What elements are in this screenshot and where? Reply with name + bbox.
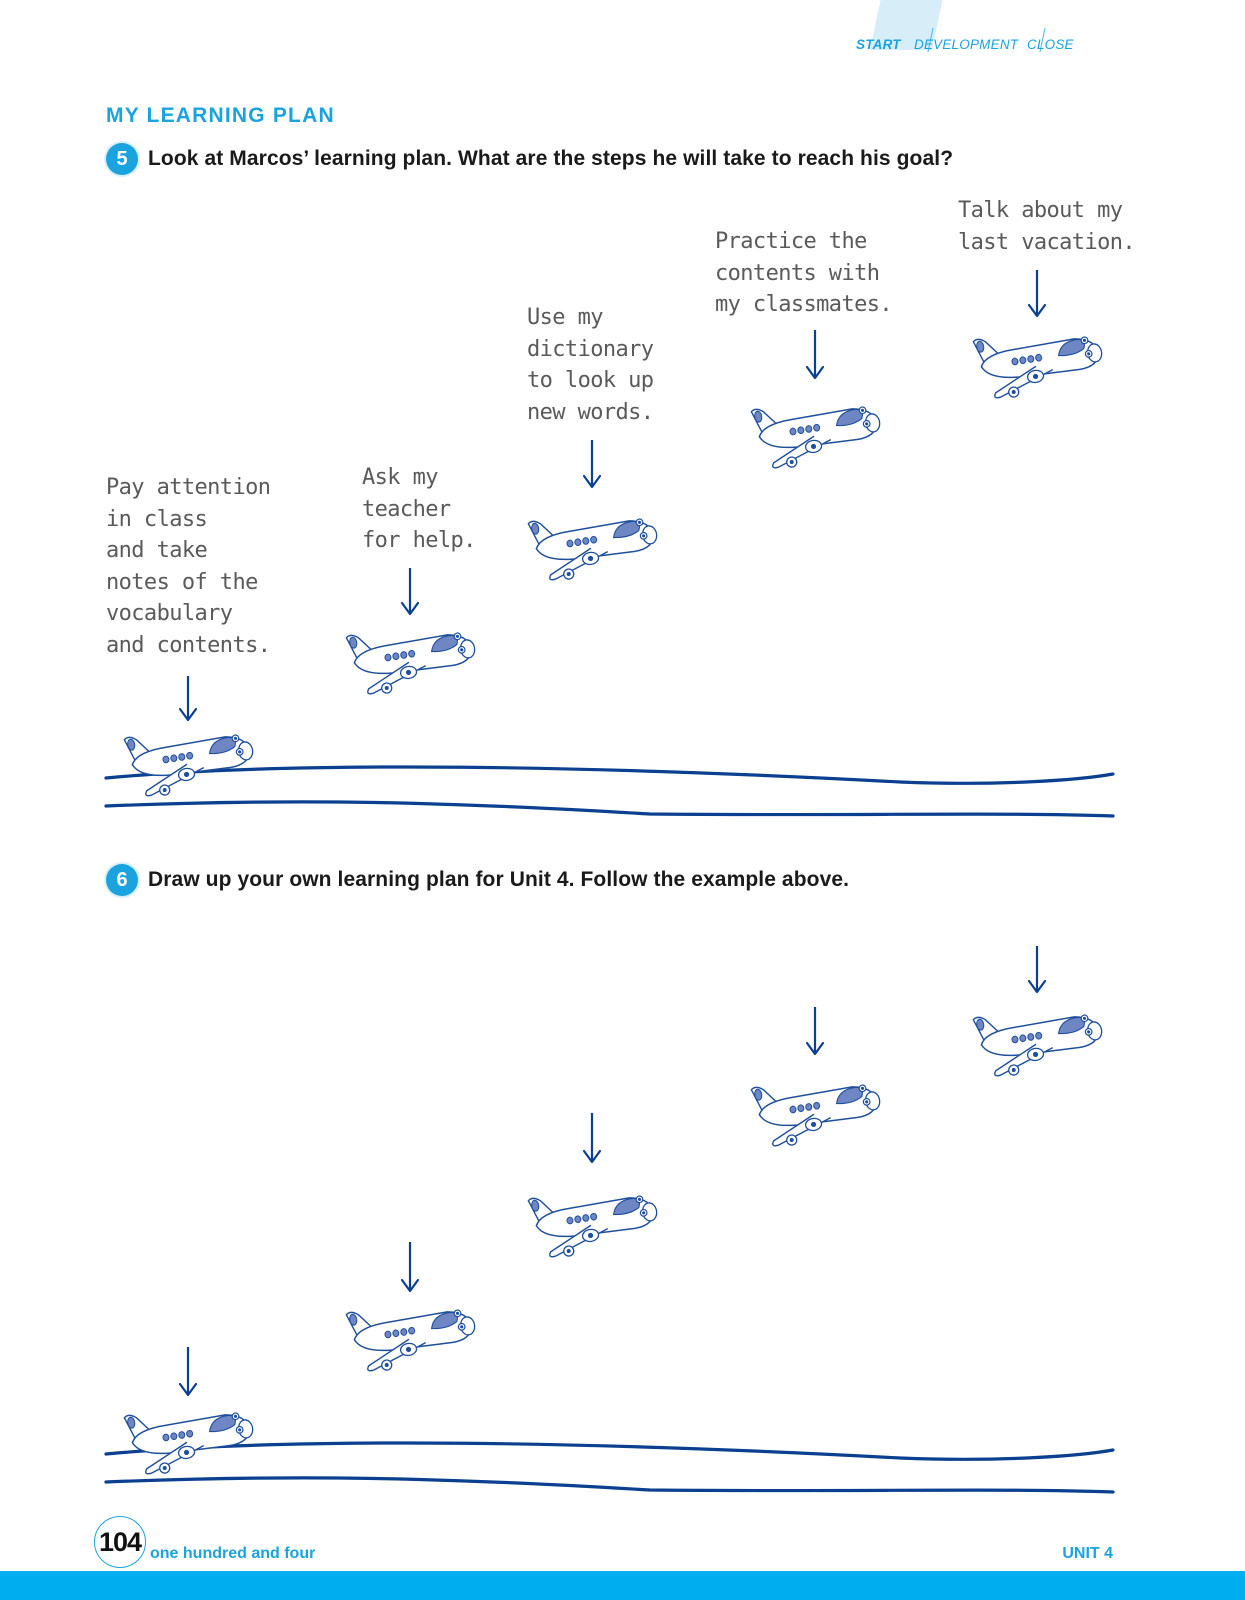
section-title: MY LEARNING PLAN	[106, 104, 335, 127]
tab-start: START	[856, 37, 901, 52]
down-arrow-icon	[1027, 270, 1047, 318]
exercise-6-prompt: Draw up your own learning plan for Unit …	[148, 868, 850, 891]
down-arrow-icon	[400, 568, 420, 616]
down-arrow-icon	[400, 1242, 420, 1293]
down-arrow-icon	[582, 440, 602, 489]
airplane-icon	[123, 734, 254, 797]
step-1-text: Pay attention in class and take notes of…	[106, 475, 271, 658]
airplane-icon	[972, 1014, 1103, 1077]
runway-line	[104, 1441, 1115, 1494]
airplane-icon	[345, 1309, 476, 1372]
runway-line	[104, 765, 1115, 818]
step-5-text: Talk about my last vacation.	[958, 198, 1136, 255]
down-arrow-icon	[178, 1347, 198, 1397]
page-number-words: one hundred and four	[150, 1545, 316, 1562]
down-arrow-icon	[805, 330, 825, 380]
airplane-icon	[345, 632, 476, 695]
exercise-5-prompt: Look at Marcos’ learning plan. What are …	[148, 147, 954, 170]
airplane-icon	[527, 1195, 658, 1258]
step-3-text: Use my dictionary to look up new words.	[527, 305, 654, 425]
tab-development: DEVELOPMENT	[914, 37, 1019, 52]
down-arrow-icon	[805, 1007, 825, 1056]
exercise-number-badge: 6	[106, 864, 138, 896]
airplane-icon	[750, 1084, 881, 1147]
airplane-icon	[750, 406, 881, 469]
airplane-icon	[972, 336, 1103, 399]
airplane-icon	[527, 518, 658, 581]
page-number-badge: 104	[94, 1516, 146, 1568]
down-arrow-icon	[582, 1113, 602, 1164]
exercise-number-badge: 5	[106, 143, 138, 175]
step-2-text: Ask my teacher for help.	[362, 465, 476, 553]
step-4-text: Practice the contents with my classmates…	[715, 229, 893, 317]
footer-bar	[0, 1571, 1245, 1600]
down-arrow-icon	[1027, 946, 1047, 994]
airplane-icon	[123, 1412, 254, 1475]
tab-close: CLOSE	[1027, 37, 1074, 52]
unit-label: UNIT 4	[1062, 1545, 1113, 1562]
down-arrow-icon	[178, 676, 198, 722]
lesson-stage-tabs: START DEVELOPMENT CLOSE	[856, 0, 1100, 55]
